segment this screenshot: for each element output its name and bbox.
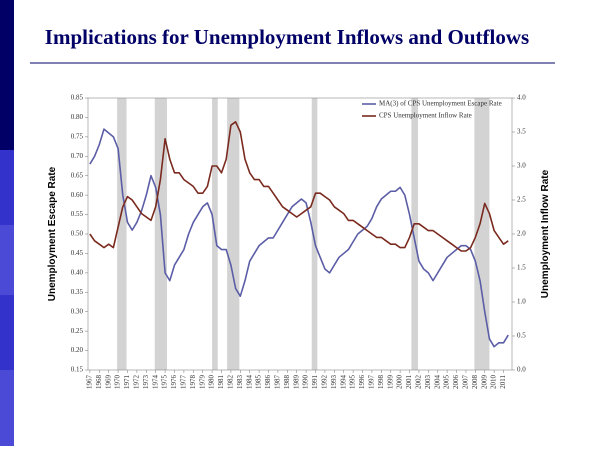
y-tick-label: 0.65 [71, 171, 84, 179]
chart: 0.15 0.20 0.25 0.30 0.35 0.40 0.45 0.50 0.55 0.60… [47, 94, 551, 389]
y-tick-label: 0.50 [71, 230, 84, 238]
y-tick-label: 0.20 [71, 346, 84, 354]
x-tick-label: 1974 [151, 375, 159, 390]
x-tick-label: 1999 [386, 375, 394, 390]
y-tick-label: 0.80 [71, 113, 84, 121]
legend-label: CPS Unemployment Inflow Rate [379, 112, 472, 120]
shaded-period [117, 98, 127, 370]
shaded-period [154, 98, 167, 370]
x-tick-label: 1991 [311, 375, 319, 390]
y-tick-label: 0.45 [71, 249, 84, 257]
y2-tick-label: 1.5 [517, 264, 526, 272]
slide-title: Implications for Unemployment Inflows an… [45, 25, 529, 49]
x-tick-label: 2011 [499, 375, 507, 389]
y-tick-label: 0.70 [71, 152, 84, 160]
y-tick-label: 0.25 [71, 327, 84, 335]
x-tick-label: 1987 [274, 375, 282, 390]
y-tick-label: 0.55 [71, 210, 84, 218]
x-tick-label: 2006 [452, 375, 460, 390]
x-tick-label: 1968 [95, 375, 103, 390]
x-tick-label: 2005 [443, 375, 451, 390]
x-tick-label: 1995 [349, 375, 357, 390]
shaded-period [311, 98, 318, 370]
y-tick-label: 0.85 [71, 94, 84, 102]
x-tick-label: 1969 [104, 375, 112, 390]
x-tick-label: 1975 [161, 375, 169, 390]
x-tick-label: 1986 [264, 375, 272, 390]
y-tick-label: 0.35 [71, 288, 84, 296]
y-tick-label: 0.75 [71, 132, 84, 140]
side-bar-top [0, 0, 14, 150]
x-tick-label: 1990 [302, 375, 310, 390]
x-tick-label: 1980 [208, 375, 216, 390]
x-tick-label: 2002 [415, 375, 423, 390]
shaded-period [474, 98, 490, 370]
y-tick-label: 0.15 [71, 366, 84, 374]
y2-axis-title: Unemployment Inflow Rate [540, 169, 551, 298]
x-tick-label: 1972 [132, 375, 140, 390]
series-line [89, 121, 509, 252]
x-tick-label: 1988 [283, 375, 291, 390]
y2-tick-label: 1.0 [517, 298, 526, 306]
y2-tick-label: 4.0 [517, 94, 526, 102]
x-tick-label: 2000 [396, 375, 404, 390]
x-tick-label: 1973 [142, 375, 150, 390]
x-tick-label: 1983 [236, 375, 244, 390]
y-tick-label: 0.60 [71, 191, 84, 199]
x-tick-label: 2007 [462, 375, 470, 390]
side-bar-stripe [0, 370, 14, 446]
x-tick-label: 2009 [480, 375, 488, 390]
side-bar-stripe [0, 225, 14, 295]
y2-tick-label: 2.0 [517, 230, 526, 238]
y2-tick-label: 0.5 [517, 332, 526, 340]
x-tick-label: 1994 [339, 375, 347, 390]
x-tick-label: 1979 [198, 375, 206, 390]
legend-label: MA(3) of CPS Unemployment Escape Rate [379, 100, 502, 108]
x-tick-label: 1985 [255, 375, 263, 390]
x-tick-label: 2003 [424, 375, 432, 390]
y2-tick-label: 3.0 [517, 162, 526, 170]
y2-tick-label: 3.5 [517, 128, 526, 136]
x-tick-label: 1984 [245, 375, 253, 390]
x-tick-label: 1976 [170, 375, 178, 390]
x-tick-label: 1982 [227, 375, 235, 390]
shaded-period [227, 98, 240, 370]
shaded-period [411, 98, 418, 370]
y-tick-label: 0.40 [71, 268, 84, 276]
x-tick-label: 1996 [358, 375, 366, 390]
x-tick-label: 2001 [405, 375, 413, 390]
x-tick-label: 1971 [123, 375, 131, 390]
x-tick-label: 2008 [471, 375, 479, 390]
x-tick-label: 1993 [330, 375, 338, 390]
x-tick-label: 2004 [433, 375, 441, 390]
x-tick-label: 1998 [377, 375, 385, 390]
x-tick-label: 1981 [217, 375, 225, 390]
x-tick-label: 1978 [189, 375, 197, 390]
y2-tick-label: 2.5 [517, 196, 526, 204]
y-axis-title: Unemployment Escape Rate [47, 166, 58, 301]
x-tick-label: 1967 [85, 375, 93, 390]
x-tick-label: 1997 [368, 375, 376, 390]
x-tick-label: 1992 [321, 375, 329, 390]
x-tick-label: 2010 [490, 375, 498, 390]
y-tick-label: 0.30 [71, 307, 84, 315]
x-tick-label: 1970 [114, 375, 122, 390]
x-tick-label: 1989 [292, 375, 300, 390]
series-line [89, 128, 509, 348]
x-tick-label: 1977 [180, 375, 188, 390]
y2-tick-label: 0.0 [517, 366, 526, 374]
